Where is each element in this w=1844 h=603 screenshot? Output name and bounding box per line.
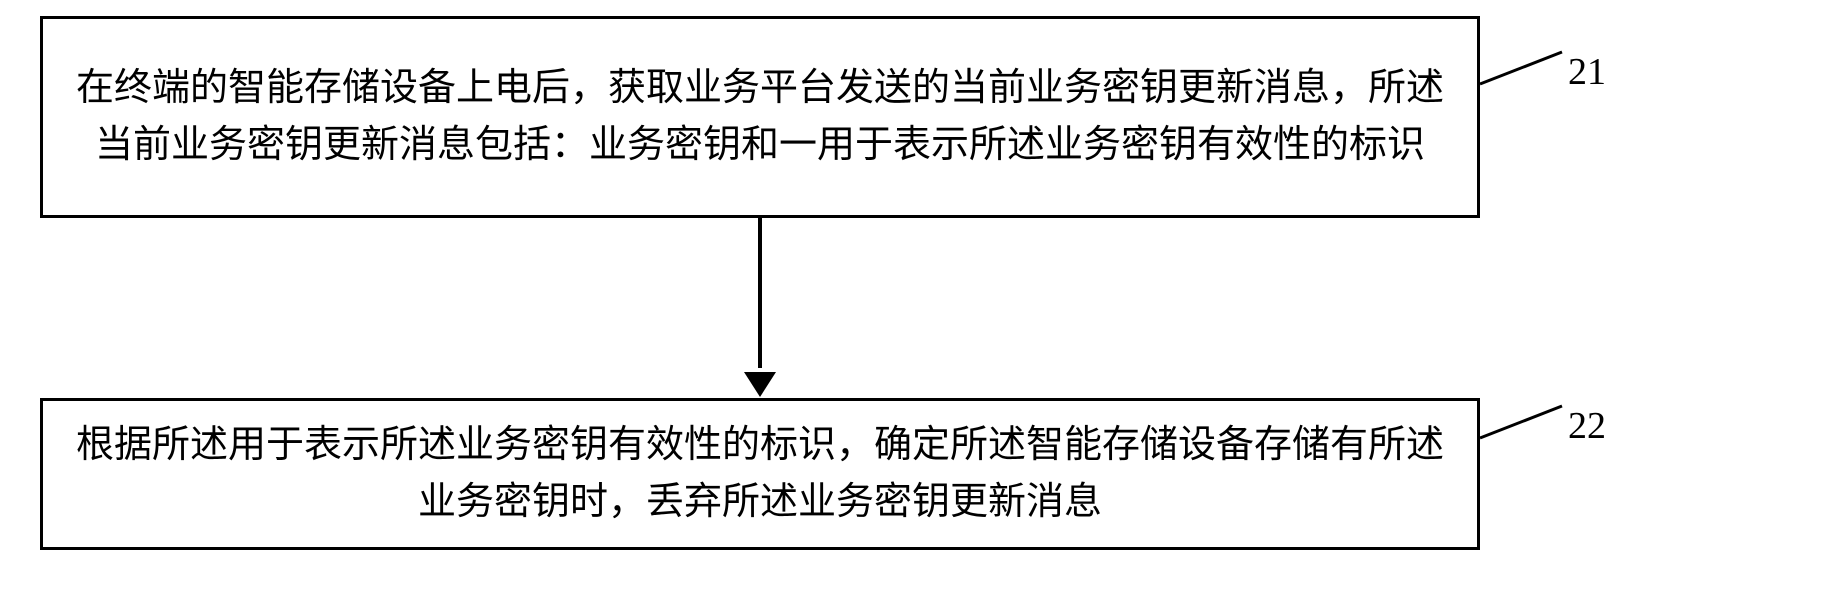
flowchart-node-step21: 在终端的智能存储设备上电后，获取业务平台发送的当前业务密钥更新消息，所述当前业务… <box>40 16 1480 218</box>
flowchart-node-text: 根据所述用于表示所述业务密钥有效性的标识，确定所述智能存储设备存储有所述业务密钥… <box>61 417 1459 531</box>
flowchart-edge-arrowhead <box>744 372 776 397</box>
label-connector-21 <box>1480 52 1562 84</box>
flowchart-node-step22: 根据所述用于表示所述业务密钥有效性的标识，确定所述智能存储设备存储有所述业务密钥… <box>40 398 1480 550</box>
flowchart-node-text: 在终端的智能存储设备上电后，获取业务平台发送的当前业务密钥更新消息，所述当前业务… <box>61 60 1459 174</box>
flowchart-step-label-22: 22 <box>1568 404 1606 448</box>
flowchart-canvas: 在终端的智能存储设备上电后，获取业务平台发送的当前业务密钥更新消息，所述当前业务… <box>0 0 1844 603</box>
flowchart-edge-line <box>758 218 762 368</box>
flowchart-step-label-21: 21 <box>1568 50 1606 94</box>
label-connector-22 <box>1480 406 1562 438</box>
